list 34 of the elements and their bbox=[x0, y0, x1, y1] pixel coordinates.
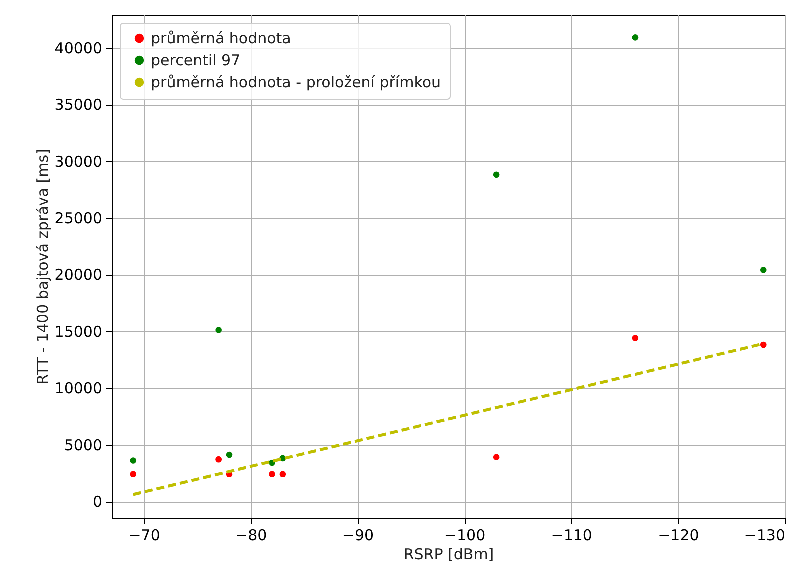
point bbox=[760, 342, 767, 348]
legend-label: průměrná hodnota bbox=[151, 30, 292, 48]
x-tick-label: −110 bbox=[551, 526, 592, 544]
point bbox=[226, 452, 233, 458]
y-tick-label: 5000 bbox=[64, 436, 102, 454]
y-tick-label: 30000 bbox=[54, 152, 102, 171]
point bbox=[493, 172, 500, 178]
point bbox=[130, 471, 137, 478]
y-tick-label: 10000 bbox=[54, 380, 102, 398]
y-tick-label: 0 bbox=[92, 493, 102, 512]
y-axis-title: RTT - 1400 bajtová zpráva [ms] bbox=[34, 149, 52, 385]
point bbox=[130, 458, 137, 464]
y-tick-label: 20000 bbox=[54, 266, 102, 284]
x-tick-label: −100 bbox=[444, 526, 486, 544]
x-tick-label: −130 bbox=[744, 526, 786, 544]
point bbox=[216, 327, 222, 334]
x-tick-label: −120 bbox=[658, 526, 700, 544]
y-tick-label: 35000 bbox=[54, 96, 102, 114]
x-tick-label: −70 bbox=[128, 526, 160, 544]
point bbox=[632, 34, 639, 41]
x-tick-label: −90 bbox=[342, 526, 374, 544]
point bbox=[632, 335, 639, 342]
point bbox=[760, 267, 767, 274]
y-tick-label: 15000 bbox=[54, 322, 102, 341]
legend-label: percentil 97 bbox=[151, 52, 241, 70]
point bbox=[269, 471, 276, 478]
point bbox=[216, 456, 222, 463]
point bbox=[280, 471, 286, 478]
point bbox=[493, 454, 500, 460]
y-tick-label: 40000 bbox=[54, 39, 102, 58]
legend-label: průměrná hodnota - proložení přímkou bbox=[151, 74, 442, 92]
x-tick-label: −80 bbox=[236, 526, 268, 544]
y-tick-label: 25000 bbox=[54, 210, 102, 228]
x-axis-title: RSRP [dBm] bbox=[404, 546, 494, 564]
